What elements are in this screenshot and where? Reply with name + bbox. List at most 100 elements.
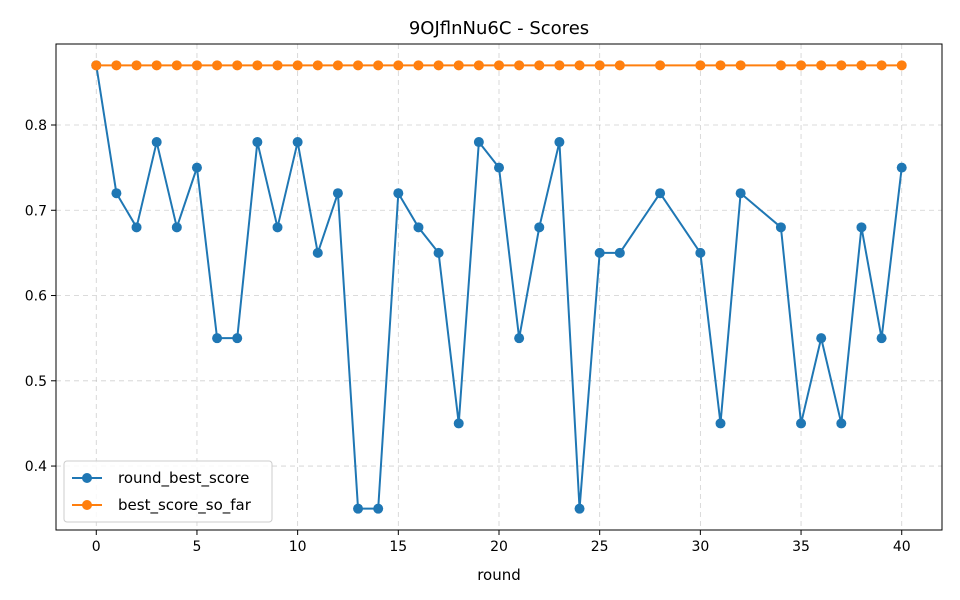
x-tick-label: 40 bbox=[893, 539, 911, 555]
data-point-round-best-score bbox=[252, 137, 263, 148]
data-point-round-best-score bbox=[614, 247, 625, 258]
data-point-best-score-so-far bbox=[393, 60, 404, 71]
data-point-round-best-score bbox=[514, 333, 525, 344]
data-point-best-score-so-far bbox=[836, 60, 847, 71]
data-point-best-score-so-far bbox=[171, 60, 182, 71]
data-point-round-best-score bbox=[212, 333, 223, 344]
data-point-best-score-so-far bbox=[353, 60, 364, 71]
data-point-round-best-score bbox=[332, 188, 343, 199]
data-point-best-score-so-far bbox=[775, 60, 786, 71]
legend-label-best-score-so-far: best_score_so_far bbox=[118, 496, 252, 515]
data-point-round-best-score bbox=[554, 137, 565, 148]
data-point-round-best-score bbox=[796, 418, 807, 429]
data-point-best-score-so-far bbox=[292, 60, 303, 71]
data-point-round-best-score bbox=[373, 503, 384, 514]
data-point-best-score-so-far bbox=[594, 60, 605, 71]
data-point-round-best-score bbox=[131, 222, 142, 233]
data-point-round-best-score bbox=[715, 418, 726, 429]
y-tick-label: 0.6 bbox=[25, 289, 47, 305]
legend-label-round-best-score: round_best_score bbox=[118, 469, 249, 488]
x-tick-label: 15 bbox=[389, 539, 407, 555]
data-point-round-best-score bbox=[433, 247, 444, 258]
y-tick-label: 0.4 bbox=[25, 459, 47, 475]
y-tick-label: 0.5 bbox=[25, 374, 47, 390]
legend-box bbox=[63, 460, 273, 523]
data-point-best-score-so-far bbox=[876, 60, 887, 71]
data-point-best-score-so-far bbox=[212, 60, 223, 71]
data-point-best-score-so-far bbox=[655, 60, 666, 71]
data-point-best-score-so-far bbox=[151, 60, 162, 71]
y-tick-label: 0.8 bbox=[25, 118, 47, 134]
data-point-round-best-score bbox=[775, 222, 786, 233]
x-tick-label: 35 bbox=[792, 539, 810, 555]
legend-marker-round-best-score bbox=[82, 473, 92, 483]
data-point-round-best-score bbox=[735, 188, 746, 199]
data-point-best-score-so-far bbox=[272, 60, 283, 71]
x-tick-label: 20 bbox=[490, 539, 508, 555]
data-point-best-score-so-far bbox=[554, 60, 565, 71]
data-point-round-best-score bbox=[111, 188, 122, 199]
data-point-best-score-so-far bbox=[796, 60, 807, 71]
data-point-best-score-so-far bbox=[856, 60, 867, 71]
x-tick-label: 10 bbox=[289, 539, 307, 555]
tick-layer: 0 5 10 15 20 25 30 35 40 0.4 0.5 0.6 0.7 0.8 bbox=[25, 118, 911, 555]
data-point-best-score-so-far bbox=[252, 60, 263, 71]
data-point-best-score-so-far bbox=[614, 60, 625, 71]
data-point-round-best-score bbox=[534, 222, 545, 233]
data-point-round-best-score bbox=[594, 247, 605, 258]
data-point-best-score-so-far bbox=[111, 60, 122, 71]
data-point-best-score-so-far bbox=[131, 60, 142, 71]
data-point-round-best-score bbox=[393, 188, 404, 199]
data-point-round-best-score bbox=[191, 162, 202, 173]
data-point-round-best-score bbox=[353, 503, 364, 514]
legend: round_best_score best_score_so_far bbox=[63, 460, 273, 523]
series-layer bbox=[91, 60, 907, 514]
data-point-round-best-score bbox=[856, 222, 867, 233]
data-point-round-best-score bbox=[816, 333, 827, 344]
chart-title: 9OJflnNu6C - Scores bbox=[409, 18, 589, 39]
data-point-best-score-so-far bbox=[574, 60, 585, 71]
data-point-round-best-score bbox=[312, 247, 323, 258]
x-axis-label: round bbox=[477, 566, 521, 584]
data-point-best-score-so-far bbox=[332, 60, 343, 71]
data-point-round-best-score bbox=[494, 162, 504, 173]
data-point-round-best-score bbox=[413, 222, 424, 233]
data-point-round-best-score bbox=[655, 188, 666, 199]
x-tick-label: 5 bbox=[192, 539, 201, 555]
data-point-round-best-score bbox=[836, 418, 847, 429]
data-point-round-best-score bbox=[473, 137, 484, 148]
data-point-round-best-score bbox=[876, 333, 887, 344]
data-point-best-score-so-far bbox=[473, 60, 484, 71]
data-point-round-best-score bbox=[272, 222, 283, 233]
legend-marker-best-score-so-far bbox=[82, 500, 92, 510]
data-point-round-best-score bbox=[695, 247, 706, 258]
data-point-best-score-so-far bbox=[695, 60, 706, 71]
data-point-round-best-score bbox=[453, 418, 464, 429]
data-point-round-best-score bbox=[171, 222, 182, 233]
data-point-best-score-so-far bbox=[373, 60, 384, 71]
data-point-round-best-score bbox=[232, 333, 243, 344]
data-point-best-score-so-far bbox=[816, 60, 827, 71]
data-point-best-score-so-far bbox=[494, 60, 504, 71]
data-point-round-best-score bbox=[292, 137, 303, 148]
x-tick-label: 30 bbox=[691, 539, 709, 555]
data-point-round-best-score bbox=[574, 503, 585, 514]
data-point-best-score-so-far bbox=[191, 60, 202, 71]
data-point-best-score-so-far bbox=[514, 60, 525, 71]
data-point-best-score-so-far bbox=[453, 60, 464, 71]
data-point-best-score-so-far bbox=[896, 60, 907, 71]
data-point-best-score-so-far bbox=[312, 60, 323, 71]
data-point-round-best-score bbox=[896, 162, 907, 173]
data-point-best-score-so-far bbox=[232, 60, 243, 71]
data-point-best-score-so-far bbox=[433, 60, 444, 71]
data-point-best-score-so-far bbox=[413, 60, 424, 71]
data-point-round-best-score bbox=[151, 137, 162, 148]
data-point-best-score-so-far bbox=[735, 60, 746, 71]
data-point-best-score-so-far bbox=[715, 60, 726, 71]
x-tick-label: 0 bbox=[92, 539, 101, 555]
x-tick-label: 25 bbox=[591, 539, 609, 555]
data-point-best-score-so-far bbox=[91, 60, 102, 71]
grid-layer bbox=[56, 44, 942, 530]
